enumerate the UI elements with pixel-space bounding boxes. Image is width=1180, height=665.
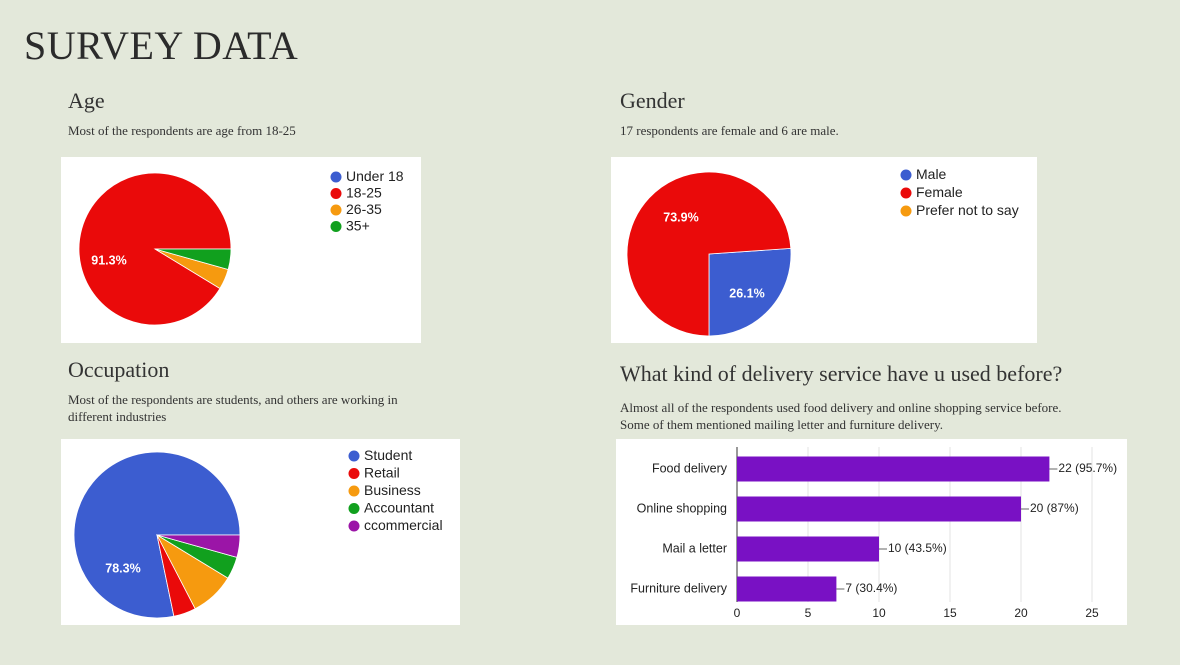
occupation-legend-label-student: Student [364, 447, 412, 463]
occupation-description-line1: Most of the respondents are students, an… [68, 392, 398, 407]
occupation-legend-swatch-retail [348, 468, 360, 479]
gender-legend-swatch-prefer-not-to-say [900, 205, 912, 217]
gender-slice-female [626, 171, 792, 337]
delivery-bar-chart: 0 5 10 15 20 25 Food delivery 22 (95.7%) Online … [630, 447, 1117, 620]
age-legend-swatch-26-35 [330, 204, 342, 216]
delivery-value-label-mail-a-letter: 10 (43.5%) [888, 541, 947, 555]
age-slice-18-25 [78, 172, 232, 326]
occupation-legend-swatch-accountant [348, 503, 360, 514]
occupation-section: Occupation Most of the respondents are s… [68, 357, 398, 425]
age-legend-label-35: 35+ [346, 218, 370, 234]
delivery-x-tick-0: 0 [734, 606, 741, 620]
slide-title: SURVEY DATA [24, 23, 299, 68]
delivery-x-tick-10: 10 [872, 606, 886, 620]
occupation-slice-ccommercial [156, 534, 241, 558]
age-legend-swatch-under-18 [330, 171, 342, 183]
delivery-value-label-furniture-delivery: 7 (30.4%) [845, 581, 897, 595]
gender-legend-label-female: Female [916, 184, 963, 200]
gender-chart: 26.1% 73.9% Male Female Prefer not to say [611, 157, 1037, 343]
occupation-legend-label-retail: Retail [364, 465, 400, 481]
age-legend-swatch-18-25 [330, 188, 342, 199]
delivery-x-tick-20: 20 [1014, 606, 1028, 620]
delivery-x-tick-5: 5 [805, 606, 812, 620]
gender-legend-label-prefer-not-to-say: Prefer not to say [916, 202, 1019, 218]
occupation-legend-swatch-business [348, 485, 360, 497]
age-slice-35 [154, 248, 232, 270]
gender-percent-label-female: 73.9% [663, 210, 698, 224]
delivery-value-label-online-shopping: 20 (87%) [1030, 501, 1079, 515]
delivery-category-label-online-shopping: Online shopping [637, 501, 727, 515]
occupation-description-line2: different industries [68, 409, 167, 424]
delivery-description-line1: Almost all of the respondents used food … [620, 400, 1062, 415]
occupation-chart: 78.3% Student Retail Business Accountant ccom… [61, 439, 460, 625]
gender-legend-label-male: Male [916, 166, 947, 182]
delivery-category-label-mail-a-letter: Mail a letter [662, 541, 727, 555]
delivery-x-tick-15: 15 [943, 606, 957, 620]
gender-description: 17 respondents are female and 6 are male… [620, 123, 839, 138]
age-section: Age Most of the respondents are age from… [68, 88, 296, 139]
age-description: Most of the respondents are age from 18-… [68, 123, 296, 138]
delivery-section: What kind of delivery service have u use… [620, 361, 1062, 433]
gender-heading: Gender [620, 88, 685, 113]
age-percent-label-18-25: 91.3% [91, 253, 126, 267]
delivery-value-label-food-delivery: 22 (95.7%) [1058, 461, 1117, 475]
age-chart: 91.3% Under 18 18-25 26-35 35+ [61, 157, 421, 343]
delivery-bar-online-shopping [737, 496, 1021, 522]
occupation-legend-label-accountant: Accountant [364, 500, 434, 516]
occupation-legend-label-ccommercial: ccommercial [364, 517, 443, 533]
occupation-percent-label-student: 78.3% [105, 561, 140, 575]
age-legend-label-18-25: 18-25 [346, 185, 382, 201]
delivery-description-line2: Some of them mentioned mailing letter an… [620, 417, 943, 432]
delivery-chart: 0 5 10 15 20 25 Food delivery 22 (95.7%) Online … [616, 439, 1127, 625]
gender-percent-label-male: 26.1% [729, 286, 764, 300]
occupation-slice-student [73, 451, 241, 619]
occupation-heading: Occupation [68, 357, 170, 382]
age-heading: Age [68, 88, 105, 113]
occupation-legend-label-business: Business [364, 482, 421, 498]
delivery-bar-mail-a-letter [737, 536, 879, 562]
occupation-legend-swatch-student [348, 450, 360, 462]
delivery-category-label-food-delivery: Food delivery [652, 461, 728, 475]
gender-section: Gender 17 respondents are female and 6 a… [620, 88, 839, 139]
gender-slice-male [708, 247, 792, 337]
delivery-bar-food-delivery [737, 456, 1050, 482]
gender-pie-chart: 26.1% 73.9% Male Female Prefer not to say [626, 166, 1019, 337]
age-legend-label-under-18: Under 18 [346, 168, 404, 184]
gender-legend-swatch-male [900, 169, 912, 181]
delivery-x-tick-25: 25 [1085, 606, 1099, 620]
delivery-heading: What kind of delivery service have u use… [620, 361, 1063, 386]
age-legend-swatch-35 [330, 221, 342, 232]
age-legend-label-26-35: 26-35 [346, 201, 382, 217]
delivery-bar-furniture-delivery [737, 576, 837, 602]
delivery-category-label-furniture-delivery: Furniture delivery [630, 581, 727, 595]
occupation-legend-swatch-ccommercial [348, 520, 360, 532]
gender-legend-swatch-female [900, 187, 912, 199]
